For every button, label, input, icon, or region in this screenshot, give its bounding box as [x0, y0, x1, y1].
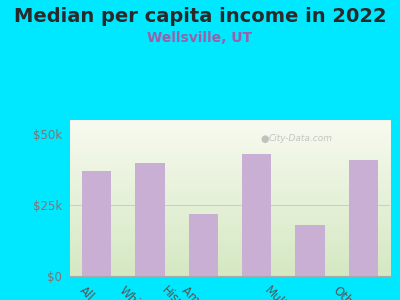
- Bar: [349, 160, 378, 276]
- Bar: [242, 154, 271, 276]
- Text: Wellsville, UT: Wellsville, UT: [148, 32, 252, 46]
- Text: City-Data.com: City-Data.com: [268, 134, 332, 143]
- Text: Median per capita income in 2022: Median per capita income in 2022: [14, 8, 386, 26]
- Text: ●: ●: [260, 134, 269, 144]
- Bar: [82, 171, 111, 276]
- Bar: [135, 163, 165, 276]
- Bar: [295, 225, 325, 276]
- Bar: [189, 214, 218, 276]
